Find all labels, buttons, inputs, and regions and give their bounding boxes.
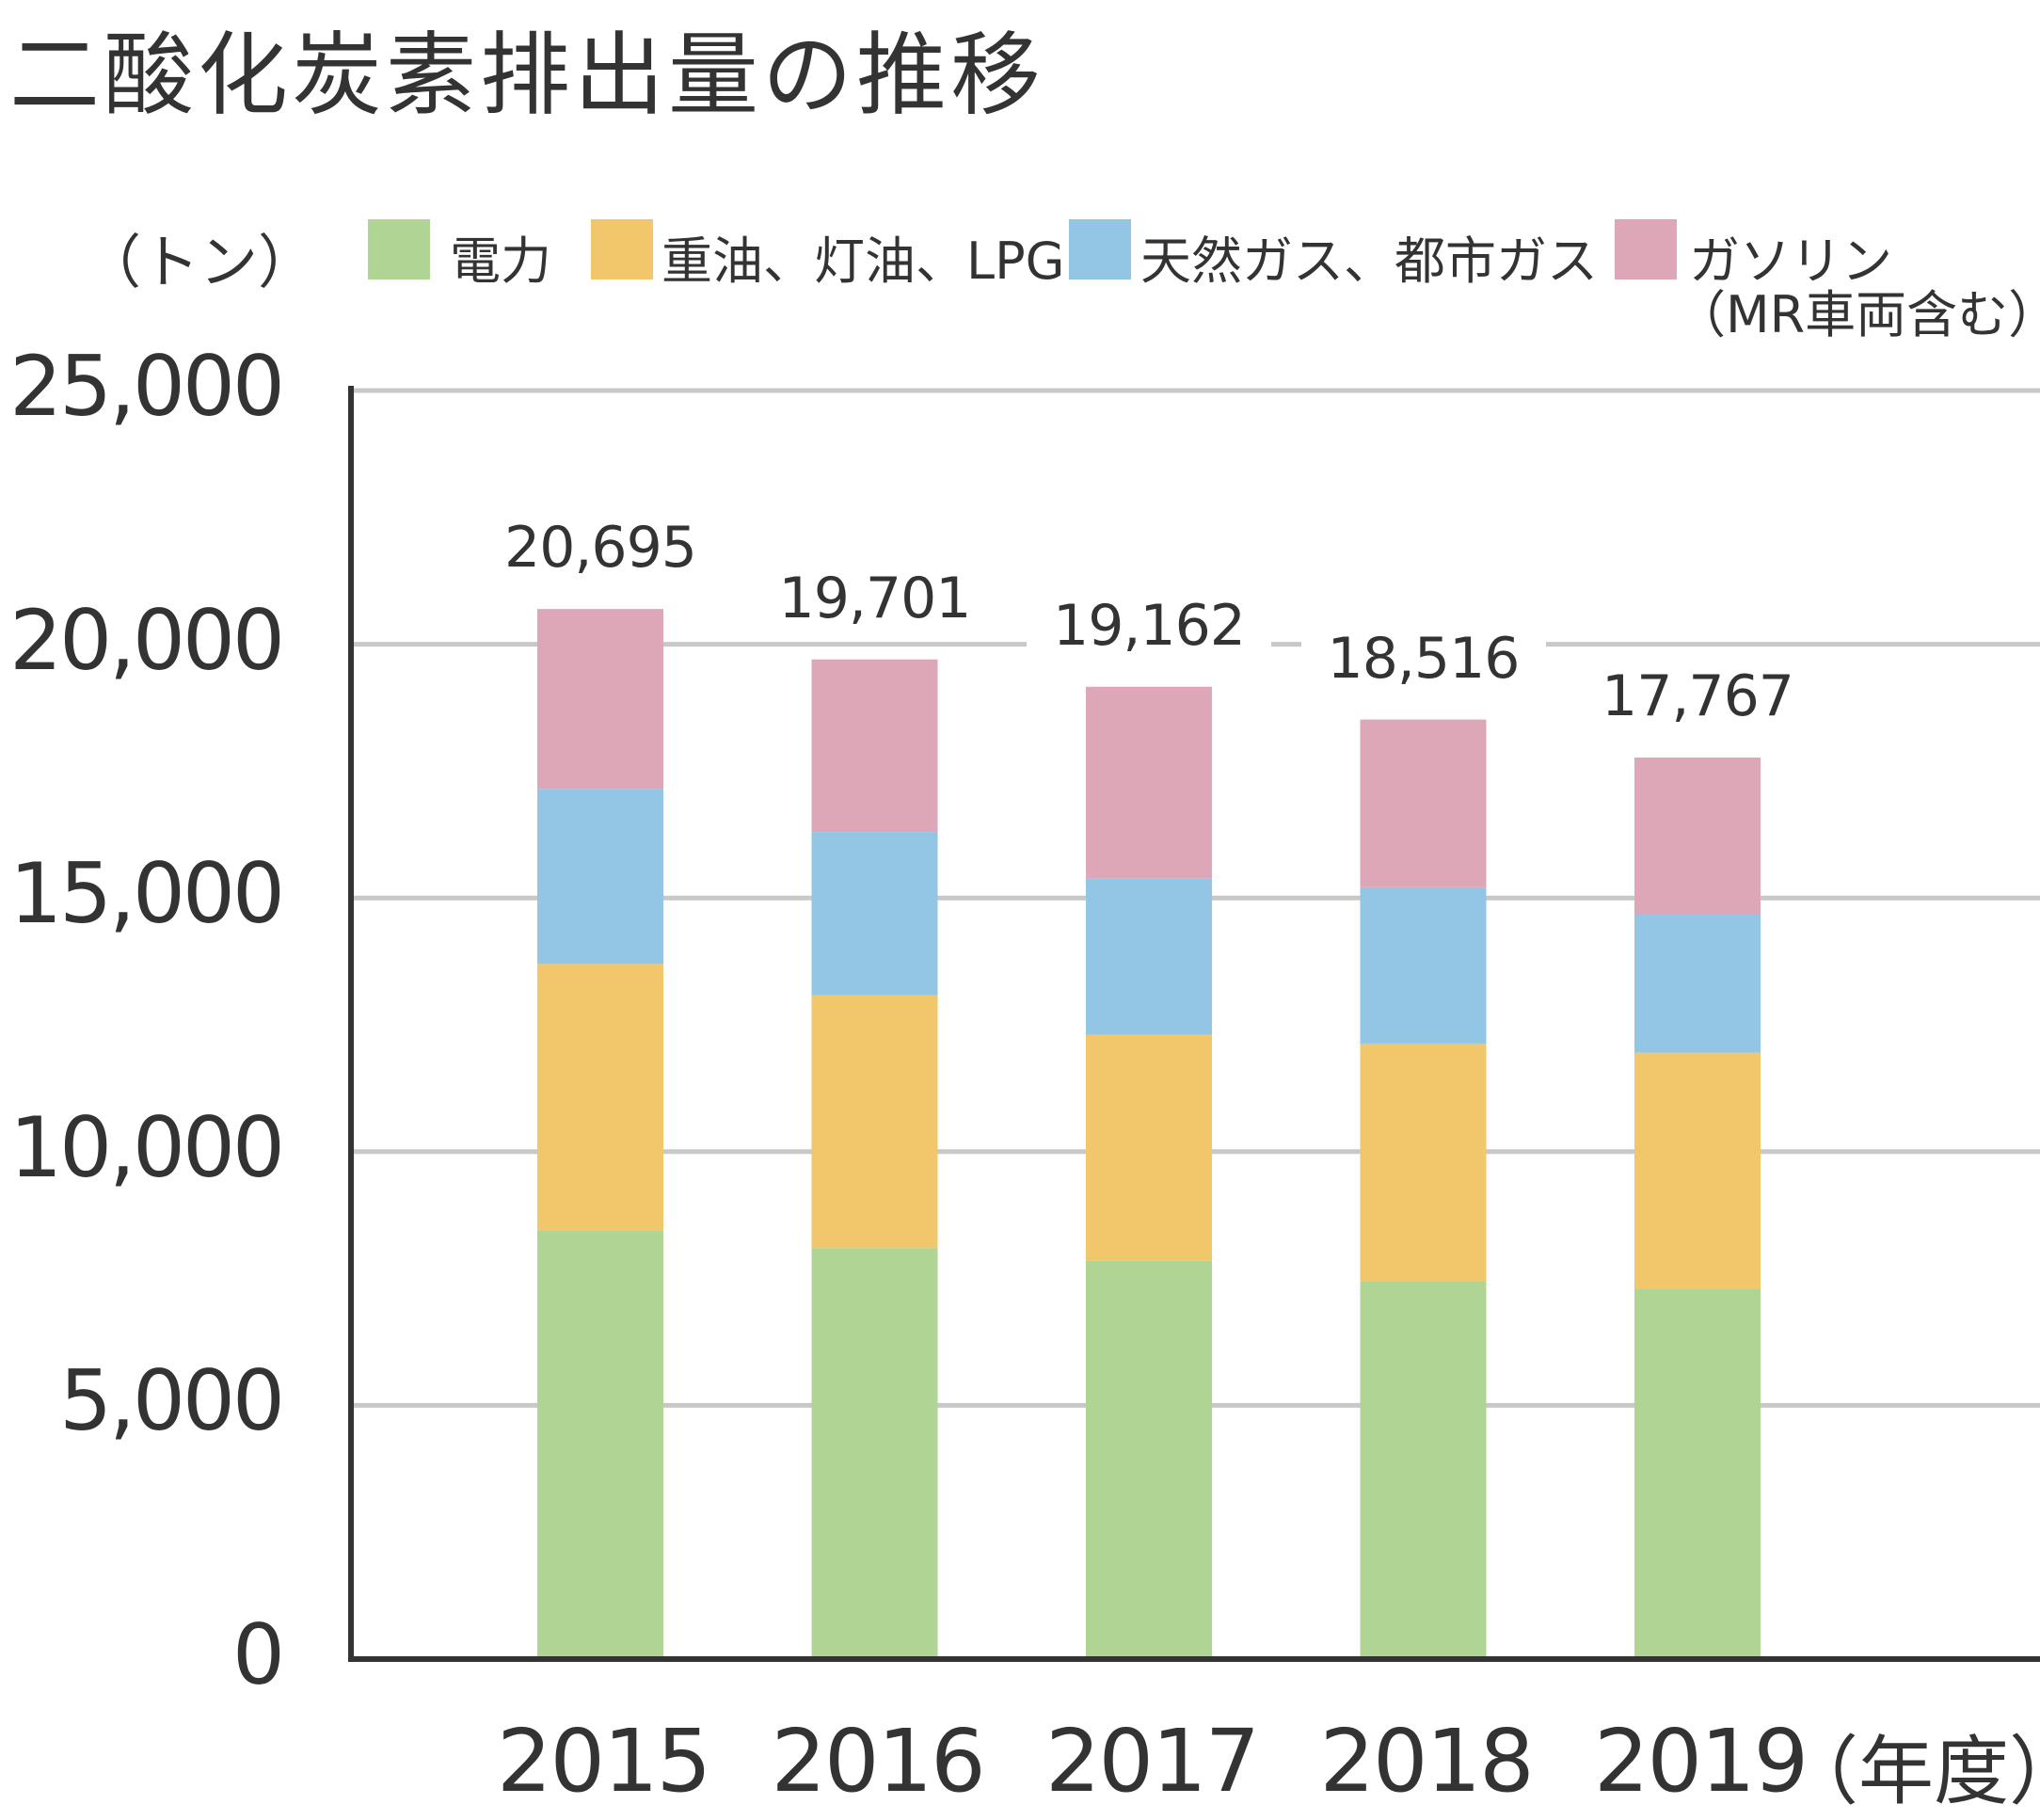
bar-segment-2015-4 (537, 609, 663, 790)
bar-segment-2016-2 (811, 995, 938, 1249)
legend-label-oil: 重油、灯油、LPG (661, 231, 1065, 291)
bar-segment-2015-2 (537, 964, 663, 1231)
bar-total-label: 19,162 (1027, 592, 1271, 659)
y-tick-label: 15,000 (9, 845, 285, 943)
chart-title: 二酸化炭素排出量の推移 (9, 23, 1044, 128)
x-tick-label: 2019 (1594, 1711, 1809, 1812)
bar-segment-2018-4 (1360, 719, 1487, 887)
bar-segment-2017-2 (1086, 1034, 1212, 1261)
legend-swatch-gasoline (1615, 219, 1677, 279)
bar-segment-2017-4 (1086, 686, 1212, 879)
bar-segment-2019-3 (1634, 914, 1761, 1053)
y-tick-label: 10,000 (9, 1098, 285, 1196)
bar-segment-2018-1 (1360, 1281, 1487, 1659)
x-tick-label: 2017 (1045, 1711, 1260, 1812)
bar-segment-2016-1 (811, 1248, 938, 1659)
bar-total-label: 17,767 (1575, 663, 1820, 729)
bar-segment-2016-3 (811, 832, 938, 996)
y-tick-label: 0 (232, 1606, 285, 1703)
bar-total-label: 20,695 (478, 515, 723, 582)
legend-label-gasoline-note: （MR車両含む） (1675, 285, 2040, 344)
legend-label-gasoline: ガソリン (1689, 231, 1892, 291)
bar-segment-2019-4 (1634, 758, 1761, 915)
legend-swatch-electricity (368, 219, 430, 279)
legend-swatch-oil (591, 219, 653, 279)
bar-segment-2019-2 (1634, 1052, 1761, 1289)
bar-segment-2017-3 (1086, 878, 1212, 1035)
bar-segment-2015-3 (537, 789, 663, 965)
x-axis-unit-label: （年度） (1783, 1728, 2040, 1815)
x-tick-label: 2016 (771, 1711, 986, 1812)
legend-label-electricity: 電力 (450, 231, 551, 291)
bar-segment-2016-4 (811, 659, 938, 833)
y-tick-label: 25,000 (9, 338, 285, 435)
x-tick-label: 2018 (1319, 1711, 1535, 1812)
bar-segment-2018-2 (1360, 1043, 1487, 1282)
bar-total-label: 19,701 (752, 565, 997, 631)
bar-segment-2015-1 (537, 1230, 663, 1659)
y-tick-label: 20,000 (9, 591, 285, 689)
bar-segment-2018-3 (1360, 886, 1487, 1044)
bar-total-label: 18,516 (1300, 625, 1546, 692)
y-axis-unit-label: （トン） (83, 228, 317, 296)
bar-segment-2017-1 (1086, 1260, 1212, 1659)
legend-swatch-gas (1069, 219, 1131, 279)
legend-label-gas: 天然ガス、都市ガス (1140, 231, 1598, 291)
bar-segment-2019-1 (1634, 1288, 1761, 1659)
x-tick-label: 2015 (497, 1711, 711, 1812)
y-tick-label: 5,000 (59, 1352, 285, 1450)
